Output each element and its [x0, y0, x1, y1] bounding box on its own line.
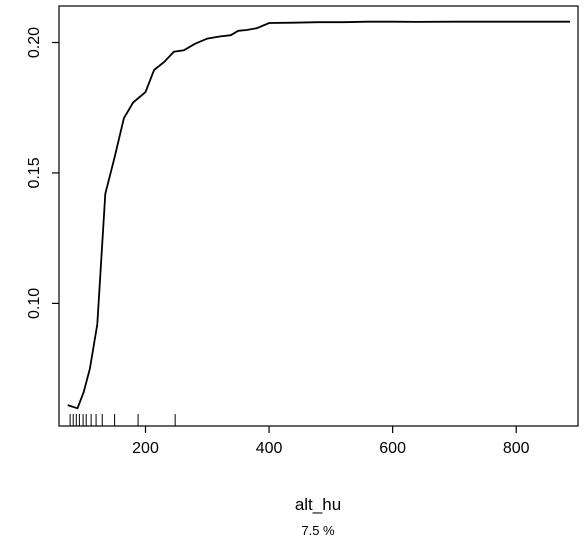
x-axis: 200 400 600 800 [132, 426, 530, 457]
y-tick-label: 0.10 [26, 288, 43, 319]
x-tick-label: 600 [379, 440, 406, 457]
chart-subtitle: 7.5 % [301, 523, 335, 538]
x-tick-label: 200 [132, 440, 159, 457]
y-tick-label: 0.20 [26, 27, 43, 58]
plot-frame [58, 5, 579, 427]
y-tick-label: 0.15 [26, 157, 43, 188]
x-axis-label: alt_hu [295, 495, 341, 514]
y-axis: 0.10 0.15 0.20 [26, 27, 59, 319]
x-tick-label: 400 [256, 440, 283, 457]
x-tick-label: 800 [503, 440, 530, 457]
series-line [67, 20, 570, 410]
rug-marks [69, 414, 176, 426]
